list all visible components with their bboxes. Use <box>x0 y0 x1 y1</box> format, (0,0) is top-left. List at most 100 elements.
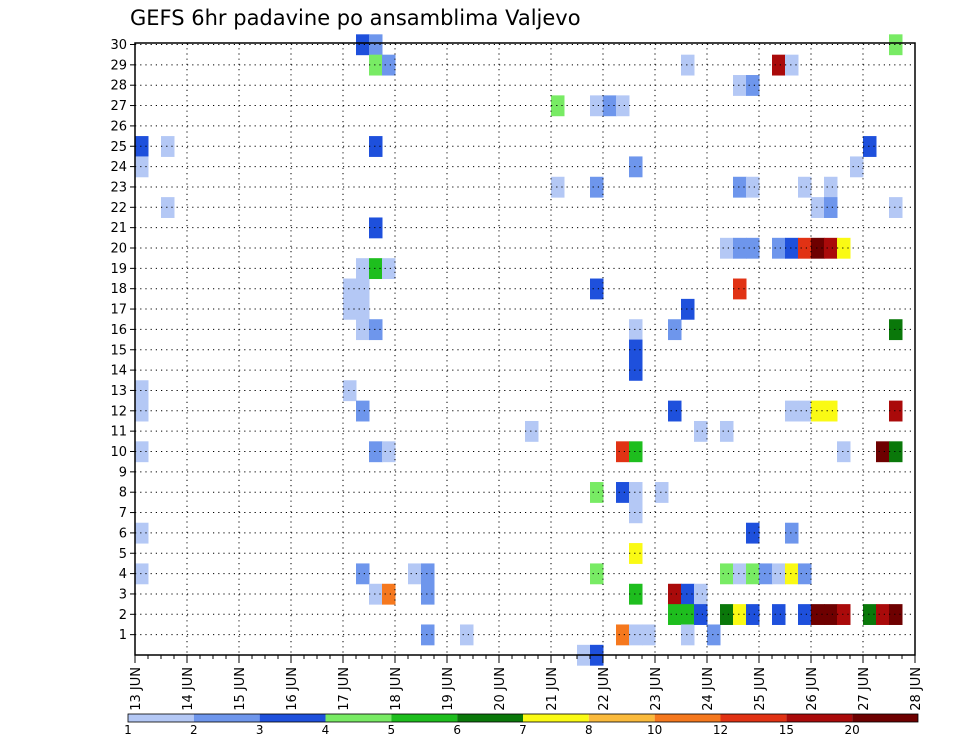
y-tick-label: 24 <box>110 160 127 175</box>
y-tick-label: 21 <box>110 221 127 236</box>
x-tick-label: 17 JUN <box>337 667 352 711</box>
heatmap-cell <box>135 380 149 402</box>
legend-swatch <box>588 714 655 722</box>
legend-label: 3 <box>256 723 264 737</box>
y-tick-label: 7 <box>119 506 127 521</box>
heatmap-cell <box>525 420 539 442</box>
heatmap-cell <box>668 583 682 605</box>
legend-label: 1 <box>124 723 132 737</box>
heatmap-cell <box>863 604 877 625</box>
heatmap-cell <box>135 156 149 178</box>
heatmap-cell <box>668 604 682 625</box>
y-tick-label: 6 <box>119 526 127 541</box>
legend-label: 15 <box>779 723 794 737</box>
x-tick-label: 24 JUN <box>701 667 716 711</box>
y-tick-label: 13 <box>110 384 127 399</box>
x-tick-label: 27 JUN <box>857 667 872 711</box>
heatmap-cell <box>811 604 825 625</box>
y-tick-label: 1 <box>119 628 127 643</box>
heatmap-cell <box>369 54 383 76</box>
heatmap-cell <box>616 95 630 117</box>
y-tick-label: 2 <box>119 608 127 623</box>
heatmap-cell <box>798 237 812 259</box>
x-tick-label: 19 JUN <box>441 667 456 711</box>
heatmap-cell <box>369 441 383 463</box>
heatmap-cell <box>746 563 760 585</box>
heatmap-cell <box>720 604 734 625</box>
x-tick-label: 22 JUN <box>597 667 612 711</box>
y-tick-label: 19 <box>110 262 127 277</box>
y-tick-label: 17 <box>110 303 127 318</box>
heatmap-cell <box>629 624 643 646</box>
heatmap-cell <box>356 258 370 280</box>
y-tick-label: 26 <box>110 119 127 134</box>
y-tick-label: 29 <box>110 58 127 73</box>
legend-label: 12 <box>713 723 728 737</box>
heatmap-cell <box>382 54 396 76</box>
legend-label: 10 <box>647 723 662 737</box>
heatmap-cell <box>343 380 357 402</box>
y-tick-label: 11 <box>110 425 127 440</box>
heatmap-cell <box>733 278 747 300</box>
y-tick-label: 8 <box>119 486 127 501</box>
legend: 1 2 3 4 5 6 7 8 10 12 15 20 <box>124 713 919 737</box>
heatmap-cell <box>343 298 357 320</box>
heatmap-cell <box>369 34 383 56</box>
legend-swatch <box>391 714 458 722</box>
x-tick-label: 14 JUN <box>181 667 196 711</box>
heatmap-cell <box>785 400 799 422</box>
heatmap-cell <box>720 420 734 442</box>
heatmap-cell <box>889 319 903 341</box>
y-tick-label: 9 <box>119 465 127 480</box>
heatmap-cell <box>824 400 838 422</box>
heatmap-cell <box>811 400 825 422</box>
legend-label: 5 <box>388 723 396 737</box>
legend-label: 7 <box>519 723 527 737</box>
heatmap-cell <box>421 624 435 646</box>
heatmap-cell <box>733 604 747 625</box>
heatmap-cell <box>824 176 838 198</box>
y-tick-label: 14 <box>110 364 127 379</box>
legend-label: 20 <box>845 723 860 737</box>
heatmap-cell <box>629 543 643 564</box>
heatmap-cell <box>642 624 656 646</box>
x-tick-label: 26 JUN <box>805 667 820 711</box>
heatmap-cell <box>382 441 396 463</box>
y-tick-label: 12 <box>110 404 127 419</box>
heatmap-cell <box>746 522 760 544</box>
heatmap-cell <box>720 563 734 585</box>
legend-swatch <box>720 714 787 722</box>
heatmap-cell <box>369 319 383 341</box>
legend-label: 4 <box>322 723 330 737</box>
y-tick-label: 4 <box>119 567 127 582</box>
heatmap-cell <box>785 54 799 76</box>
heatmap-cell <box>889 441 903 463</box>
y-tick-label: 18 <box>110 282 127 297</box>
heatmap-cell <box>629 583 643 605</box>
heatmap-cell <box>785 563 799 585</box>
x-tick-label: 20 JUN <box>493 667 508 711</box>
heatmap-cell <box>616 624 630 646</box>
heatmap-cell <box>629 156 643 178</box>
heatmap-cell <box>746 176 760 198</box>
heatmap-cell <box>408 563 422 585</box>
heatmap-cell <box>772 604 786 625</box>
heatmap-cell <box>733 563 747 585</box>
x-tick-label: 18 JUN <box>389 667 404 711</box>
heatmap-cell <box>746 604 760 625</box>
heatmap-cell <box>590 482 604 503</box>
heatmap-cell <box>837 604 851 625</box>
heatmap-cell <box>720 237 734 259</box>
heatmap-cell <box>824 197 838 218</box>
heatmap-cell <box>356 319 370 341</box>
heatmap-cell <box>668 319 682 341</box>
x-tick-label: 13 JUN <box>129 667 144 711</box>
y-tick-label: 30 <box>110 38 127 53</box>
chart-title: GEFS 6hr padavine po ansamblima Valjevo <box>130 6 581 30</box>
y-tick-label: 16 <box>110 323 127 338</box>
cells-layer <box>135 34 903 666</box>
y-tick-label: 22 <box>110 201 127 216</box>
y-tick-label: 25 <box>110 140 127 155</box>
legend-swatch <box>654 714 721 722</box>
heatmap-cell <box>629 441 643 463</box>
